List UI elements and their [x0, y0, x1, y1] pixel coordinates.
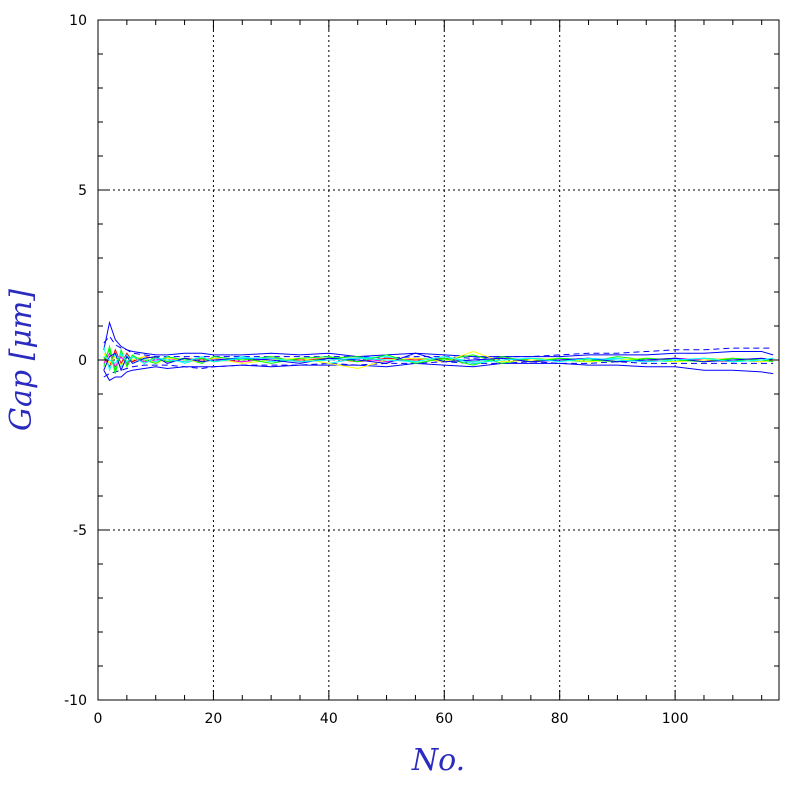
tick-labels: 0 20 40 60 80 100 -10 -5 0 5 10 [64, 13, 688, 727]
x-tick-label: 0 [94, 711, 103, 727]
series-line-2 [103, 362, 774, 382]
y-tick-label: 10 [69, 13, 87, 29]
series-line-1 [103, 320, 774, 358]
y-tick-label: -5 [73, 523, 87, 539]
series-line-3 [103, 335, 774, 359]
series-layer [103, 320, 774, 382]
y-tick-label: 0 [78, 353, 87, 369]
x-axis-title: No. [411, 743, 465, 778]
series-line-4 [103, 361, 774, 378]
x-tick-label: 80 [551, 711, 569, 727]
x-tick-label: 60 [435, 711, 453, 727]
x-tick-label: 100 [662, 711, 689, 727]
y-tick-label: 5 [78, 183, 87, 199]
y-axis-title: Gap [μm] [4, 289, 39, 431]
series-line-12 [103, 352, 774, 365]
x-tick-label: 20 [205, 711, 223, 727]
axis-ticks [97, 19, 779, 701]
series-line-6 [103, 344, 774, 372]
y-tick-label: -10 [64, 693, 87, 709]
x-tick-label: 40 [320, 711, 338, 727]
